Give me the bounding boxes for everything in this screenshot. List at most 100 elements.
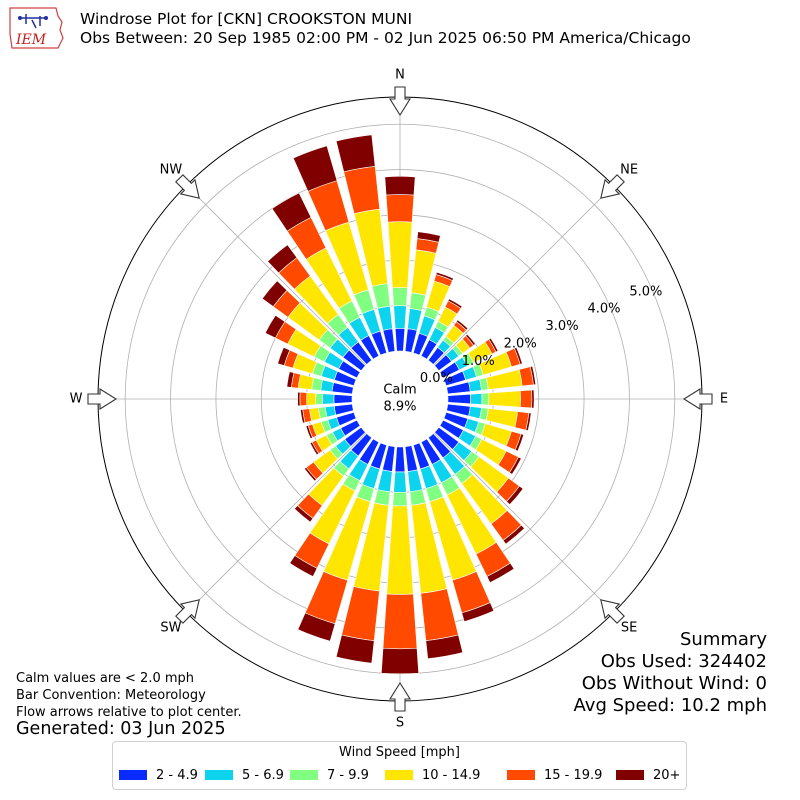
svg-text:IEM: IEM [15, 32, 47, 48]
bar-group-60 [439, 337, 499, 379]
bar-segment [300, 409, 306, 424]
legend-item: 10 - 14.9 [385, 767, 480, 783]
bar-segment [502, 524, 525, 545]
bar-segment [377, 305, 393, 331]
bar-group-330 [271, 192, 380, 360]
legend-label: 15 - 19.9 [544, 767, 603, 783]
bar-group-190 [335, 445, 396, 664]
bar-group-230 [303, 426, 366, 482]
bar-segment [305, 425, 313, 440]
bar-segment [519, 389, 533, 409]
bar-segment [271, 192, 312, 232]
bar-convention-note: Bar Convention: Meteorology [16, 688, 206, 703]
compass-label-e: E [720, 392, 728, 407]
grid-spoke [186, 185, 367, 366]
calm-label: Calm [383, 383, 416, 398]
bar-segment [392, 491, 408, 507]
bar-segment [394, 446, 406, 473]
bar-group-340 [292, 145, 388, 356]
legend-title: Wind Speed [mph] [339, 745, 460, 760]
bar-segment [322, 393, 335, 405]
bar-segment [513, 347, 523, 365]
bar-segment [461, 602, 495, 622]
bar-segment [531, 389, 535, 409]
flow-arrow-icon [600, 599, 625, 624]
bar-group-290 [277, 347, 357, 387]
bar-segment [297, 391, 301, 407]
bar-segment [341, 586, 380, 641]
grid-spoke [186, 432, 367, 613]
bar-segment [455, 319, 469, 331]
bar-segment [292, 145, 338, 192]
compass-label-sw: SW [160, 621, 181, 636]
bar-group-140 [427, 433, 525, 545]
legend-swatch [616, 770, 644, 780]
flow-arrows-note: Flow arrows relative to plot center. [16, 705, 242, 720]
bar-group-0 [384, 176, 416, 352]
bar-segment [425, 634, 464, 660]
bar-group-300 [264, 314, 361, 379]
flow-arrow-icon [175, 599, 200, 624]
bar-group-150 [420, 438, 515, 584]
bar-group-180 [380, 446, 420, 675]
flow-arrow-icon [87, 388, 118, 410]
bar-group-210 [289, 438, 380, 577]
bar-segment [289, 555, 318, 577]
bar-segment [481, 392, 490, 406]
bar-group-10 [404, 231, 441, 353]
calm-note: Calm values are < 2.0 mph [16, 671, 195, 686]
bar-segment [529, 365, 537, 386]
bar-segment [407, 469, 423, 493]
bar-segment [380, 647, 420, 675]
radial-tick-label: 5.0% [629, 284, 662, 299]
bar-segment [373, 489, 391, 506]
legend-item: 5 - 6.9 [205, 767, 284, 783]
bar-segment [293, 505, 314, 523]
bar-group-260 [300, 403, 354, 424]
bar-group-130 [434, 426, 524, 506]
flow-arrow-icon [600, 174, 625, 199]
bar-group-240 [309, 419, 361, 456]
flow-arrows [87, 86, 713, 712]
bar-segment [335, 134, 376, 173]
bar-segment [470, 393, 483, 405]
bar-segment [299, 391, 308, 407]
flow-arrow-icon [389, 681, 411, 712]
bar-segment [286, 371, 295, 388]
legend-label: 20+ [653, 767, 681, 783]
bar-segment [306, 392, 317, 406]
bar-segment [488, 337, 499, 353]
compass-label-s: S [396, 716, 404, 731]
radial-tick-label: 3.0% [546, 319, 579, 334]
bar-group-350 [335, 134, 396, 353]
bar-segment [384, 176, 416, 196]
obs-used: Obs Used: 324402 [600, 651, 767, 672]
bar-segment [303, 466, 317, 482]
flow-arrow-icon [682, 388, 713, 410]
bar-segment [435, 271, 454, 281]
legend-label: 5 - 6.9 [242, 767, 284, 783]
bar-segment [385, 194, 415, 223]
compass-label-ne: NE [620, 162, 638, 177]
bar-group-270 [297, 391, 353, 407]
bar-group-310 [261, 280, 366, 372]
bar-segment [309, 441, 320, 456]
bar-segment [387, 221, 413, 289]
bar-group-110 [443, 411, 525, 452]
bar-segment [506, 485, 524, 506]
bar-segment [447, 298, 463, 309]
bar-segment [333, 394, 353, 404]
radial-tick-label: 0.0% [420, 371, 453, 386]
bar-group-200 [297, 442, 388, 642]
legend-label: 10 - 14.9 [422, 767, 481, 783]
bar-segment [386, 505, 414, 595]
grid-spoke [433, 185, 614, 366]
bar-segment [486, 562, 515, 584]
bar-segment [407, 308, 423, 331]
bar-segment [264, 314, 286, 339]
average-speed: Avg Speed: 10.2 mph [573, 695, 767, 716]
bar-group-40 [427, 319, 469, 365]
bar-group-220 [293, 433, 373, 523]
legend-item: 7 - 9.9 [290, 767, 369, 783]
bar-segment [315, 392, 324, 406]
